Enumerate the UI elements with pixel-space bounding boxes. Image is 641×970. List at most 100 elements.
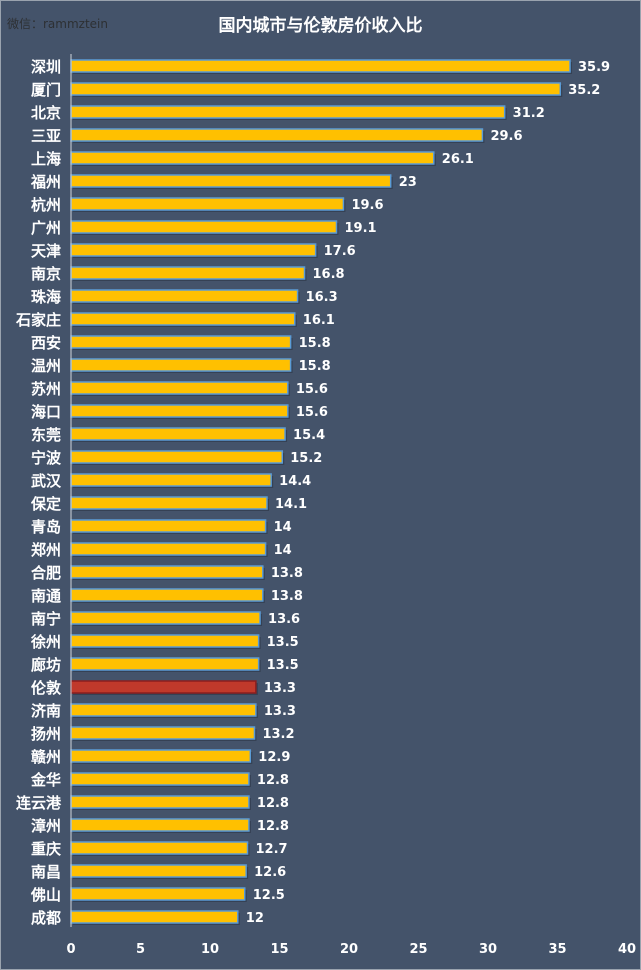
data-label: 15.6 [296, 405, 328, 420]
bar-广州 [70, 220, 338, 234]
category-label: 西安 [31, 334, 61, 352]
bar-南宁 [70, 611, 261, 625]
category-label: 海口 [31, 403, 61, 421]
data-label: 13.8 [271, 566, 303, 581]
x-tick-label: 10 [201, 942, 219, 957]
category-label: 南京 [31, 265, 61, 283]
x-tick-label: 15 [270, 942, 288, 957]
category-label: 三亚 [31, 127, 61, 145]
data-label: 12.5 [253, 888, 285, 903]
x-tick-label: 5 [136, 942, 145, 957]
category-label: 郑州 [31, 541, 61, 559]
bar-苏州 [70, 381, 289, 395]
data-label: 13.3 [264, 704, 296, 719]
data-label: 12.8 [257, 773, 289, 788]
category-label: 苏州 [31, 380, 61, 398]
data-label: 14 [274, 520, 292, 535]
bar-南通 [70, 588, 264, 602]
data-label: 12.8 [257, 819, 289, 834]
bar-保定 [70, 496, 268, 510]
category-label: 连云港 [16, 794, 62, 812]
category-label: 南宁 [31, 610, 61, 628]
category-label: 成都 [31, 909, 61, 927]
category-label: 南通 [31, 587, 61, 605]
data-label: 15.8 [299, 336, 331, 351]
data-label: 19.6 [351, 198, 383, 213]
bar-海口 [70, 404, 289, 418]
category-label: 东莞 [31, 426, 61, 444]
bar-深圳 [70, 59, 571, 73]
bar-上海 [70, 151, 435, 165]
bar-合肥 [70, 565, 264, 579]
category-label: 南昌 [31, 863, 61, 881]
category-label: 杭州 [31, 196, 61, 214]
bar-扬州 [70, 726, 256, 740]
category-label: 徐州 [30, 633, 61, 651]
data-label: 29.6 [490, 129, 522, 144]
bar-三亚 [70, 128, 484, 142]
bar-连云港 [70, 795, 250, 809]
bar-珠海 [70, 289, 299, 303]
data-label: 13.5 [267, 635, 299, 650]
bar-佛山 [70, 887, 246, 901]
category-label: 合肥 [30, 564, 61, 582]
data-label: 14 [274, 543, 292, 558]
data-label: 12.9 [258, 750, 290, 765]
bar-伦敦 [70, 680, 257, 694]
bar-成都 [70, 910, 239, 924]
category-label: 扬州 [31, 725, 61, 743]
data-label: 14.1 [275, 497, 307, 512]
category-label: 佛山 [30, 886, 61, 904]
data-label: 23 [399, 175, 417, 190]
data-label: 15.4 [293, 428, 325, 443]
x-tick-label: 25 [409, 942, 427, 957]
bar-南京 [70, 266, 306, 280]
bar-杭州 [70, 197, 345, 211]
data-label: 12.6 [254, 865, 286, 880]
data-label: 13.3 [264, 681, 296, 696]
bar-武汉 [70, 473, 272, 487]
category-label: 温州 [31, 357, 61, 375]
data-label: 15.2 [290, 451, 322, 466]
data-label: 15.8 [299, 359, 331, 374]
data-label: 19.1 [344, 221, 376, 236]
chart-title: 国内城市与伦敦房价收入比 [218, 16, 423, 36]
data-label: 13.2 [262, 727, 294, 742]
category-label: 天津 [31, 242, 61, 260]
category-label: 广州 [31, 219, 61, 237]
x-tick-label: 40 [618, 942, 636, 957]
category-label: 珠海 [31, 288, 61, 306]
x-tick-label: 20 [340, 942, 358, 957]
category-label: 漳州 [31, 817, 61, 835]
bar-金华 [70, 772, 250, 786]
category-label: 伦敦 [31, 679, 62, 697]
category-label: 武汉 [31, 472, 62, 490]
bar-徐州 [70, 634, 260, 648]
data-label: 31.2 [513, 106, 545, 121]
data-label: 16.3 [306, 290, 338, 305]
bar-青岛 [70, 519, 267, 533]
bar-重庆 [70, 841, 249, 855]
data-label: 16.1 [303, 313, 335, 328]
bar-赣州 [70, 749, 252, 763]
bar-天津 [70, 243, 317, 257]
data-label: 12.7 [256, 842, 288, 857]
category-label: 宁波 [31, 449, 62, 467]
data-label: 12 [246, 911, 264, 926]
category-label: 上海 [31, 150, 61, 168]
bar-西安 [70, 335, 292, 349]
bar-南昌 [70, 864, 247, 878]
category-label: 保定 [30, 495, 61, 513]
x-tick-label: 0 [66, 942, 75, 957]
bar-福州 [70, 174, 392, 188]
data-label: 17.6 [324, 244, 356, 259]
category-label: 青岛 [31, 518, 61, 536]
bar-宁波 [70, 450, 284, 464]
category-label: 北京 [31, 104, 61, 122]
x-tick-label: 35 [548, 942, 566, 957]
category-label: 济南 [31, 702, 61, 720]
data-label: 14.4 [279, 474, 311, 489]
bar-漳州 [70, 818, 250, 832]
